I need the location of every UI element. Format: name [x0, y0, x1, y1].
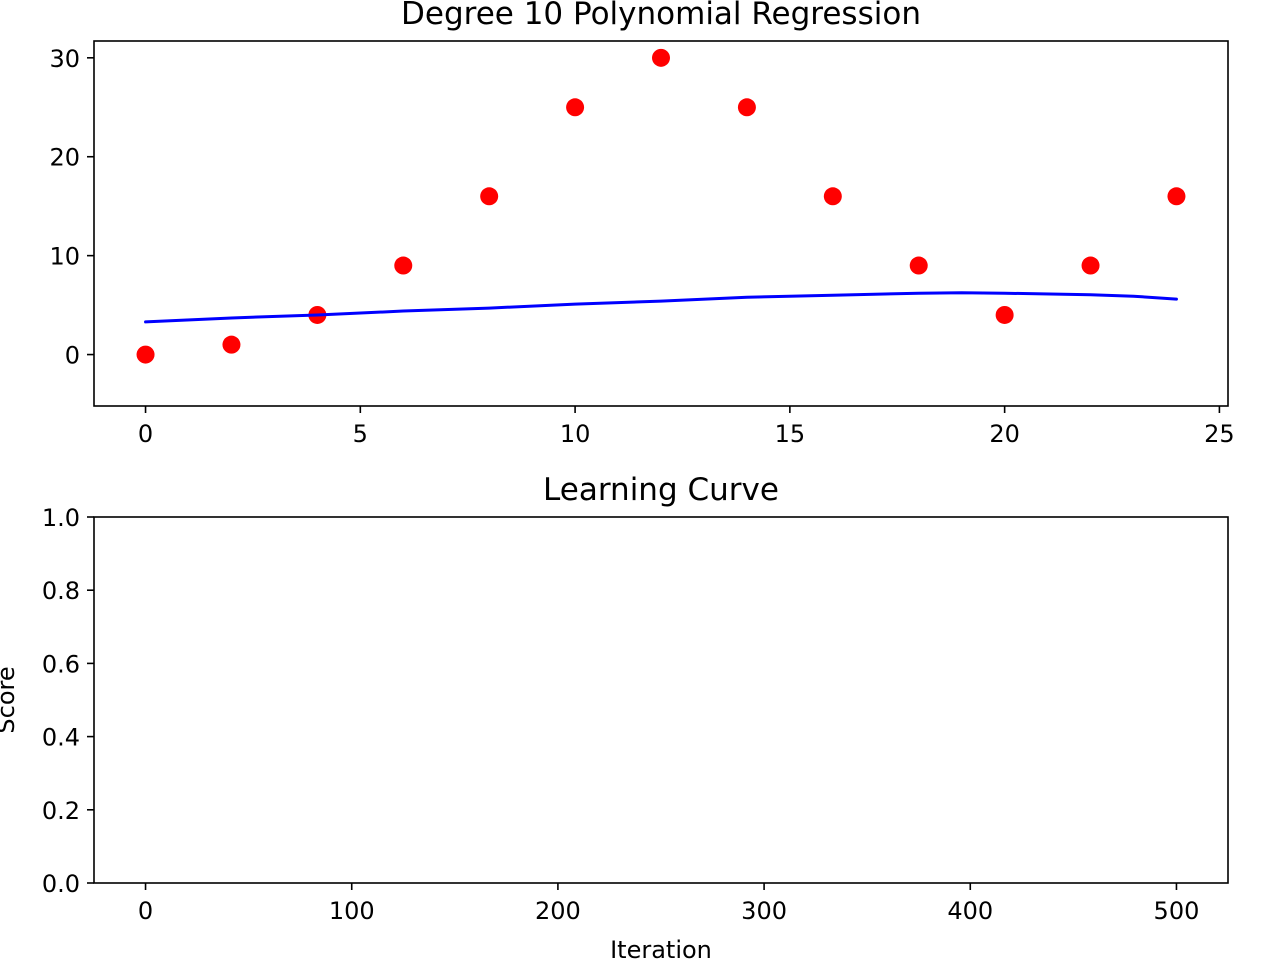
y-axis: 0.0 0.2 0.4 0.6 0.8 1.0	[42, 504, 94, 898]
learning-curve-chart: Learning Curve 0 100 200 300 400 500 0.00.20.…	[0, 472, 1229, 960]
y-tick-label: 0	[65, 342, 80, 370]
x-tick-label: 300	[741, 897, 787, 925]
data-point	[394, 256, 413, 275]
data-point	[823, 187, 842, 206]
x-tick-label: 15	[775, 420, 806, 448]
data-point	[652, 48, 670, 67]
x-tick-label: 100	[329, 897, 375, 925]
data-point	[480, 187, 499, 206]
y-tick-label: 0.2	[42, 797, 80, 825]
x-tick-label: 0	[138, 897, 153, 925]
y-tick-label: 0.4	[42, 724, 80, 752]
chart-title: Degree 10 Polynomial Regression	[401, 0, 921, 32]
x-tick-label: 25	[1204, 420, 1235, 448]
y-tick-label: 0.6	[42, 650, 80, 678]
x-tick-label: 500	[1154, 897, 1200, 925]
x-axis: 0 5 10 15 20 25	[138, 406, 1235, 448]
y-tick-label: 1.0	[42, 504, 80, 532]
x-tick-label: 400	[947, 897, 993, 925]
fit-line	[144, 291, 1178, 324]
regression-chart: Degree 10 Polynomial Regression 0 5 10 15 20…	[49, 0, 1234, 448]
data-point	[1081, 256, 1100, 275]
y-tick-label: 0.8	[42, 577, 80, 605]
y-tick-label: 0.0	[42, 870, 80, 898]
x-tick-label: 200	[535, 897, 581, 925]
axes-frame	[93, 40, 1229, 407]
x-tick-label: 5	[353, 420, 368, 448]
data-point	[566, 98, 585, 117]
x-axis-label: Iteration	[610, 936, 712, 960]
y-tick-label: 30	[49, 45, 80, 73]
data-point	[737, 98, 756, 117]
x-tick-label: 20	[989, 420, 1020, 448]
data-point	[995, 305, 1014, 324]
y-tick-label: 20	[49, 144, 80, 172]
y-tick-label: 10	[49, 243, 80, 271]
chart-title: Learning Curve	[543, 472, 779, 508]
x-tick-label: 10	[560, 420, 591, 448]
y-axis-label: Score	[0, 666, 20, 733]
axes-frame	[93, 516, 1229, 884]
data-point	[909, 256, 928, 275]
data-point	[1167, 187, 1186, 206]
x-axis: 0 100 200 300 400 500	[138, 883, 1199, 925]
data-point	[222, 335, 241, 354]
plot-area	[136, 48, 1186, 364]
x-tick-label: 0	[138, 420, 153, 448]
y-axis: 0 10 20 30	[49, 45, 94, 370]
data-point	[136, 345, 155, 364]
